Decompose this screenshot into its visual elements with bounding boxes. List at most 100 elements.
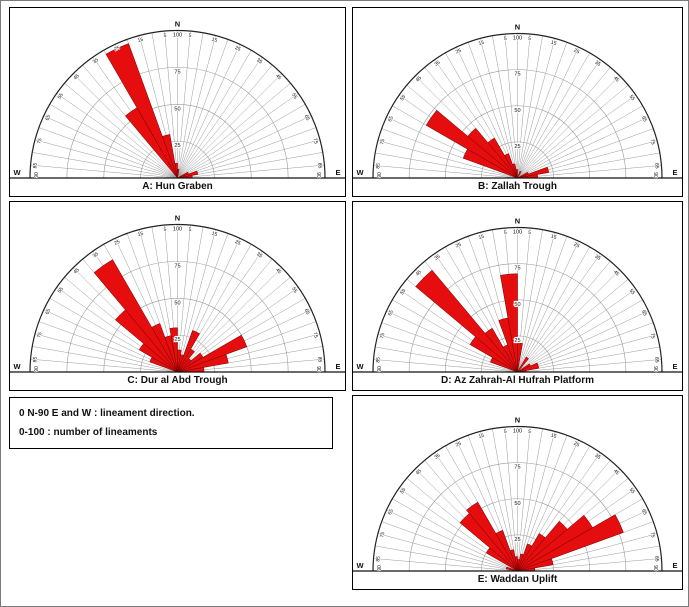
rose-panel-az-zahrah-al-hufrah: 5 5 15 15 25 25 35 35 45 45 55 55 65 65 75 75 85 85 90 90 25… bbox=[352, 201, 683, 391]
legend-box: 0 N-90 E and W : lineament direction. 0-… bbox=[9, 397, 333, 449]
svg-text:E: E bbox=[335, 362, 340, 371]
svg-text:65: 65 bbox=[44, 308, 52, 316]
svg-text:25: 25 bbox=[234, 45, 242, 53]
chart-title: D: Az Zahrah-Al Hufrah Platform bbox=[441, 375, 594, 386]
svg-text:75: 75 bbox=[649, 531, 656, 538]
svg-text:E: E bbox=[672, 362, 677, 371]
chart-title: C: Dur al Abd Trough bbox=[127, 375, 228, 386]
svg-text:N: N bbox=[515, 416, 520, 425]
svg-text:35: 35 bbox=[594, 254, 602, 262]
svg-text:N: N bbox=[515, 23, 520, 32]
svg-text:85: 85 bbox=[316, 163, 322, 169]
svg-text:90: 90 bbox=[315, 172, 321, 178]
svg-text:100: 100 bbox=[513, 429, 522, 435]
svg-text:25: 25 bbox=[573, 441, 581, 449]
svg-text:35: 35 bbox=[92, 57, 100, 65]
svg-text:25: 25 bbox=[514, 144, 520, 150]
rose-panel-zallah-trough: 5 5 15 15 25 25 35 35 45 45 55 55 65 65 75 75 85 85 90 90 25… bbox=[352, 7, 683, 197]
svg-text:E: E bbox=[672, 561, 677, 570]
svg-text:25: 25 bbox=[514, 537, 520, 543]
svg-text:25: 25 bbox=[455, 48, 463, 56]
svg-text:55: 55 bbox=[628, 487, 636, 495]
svg-text:35: 35 bbox=[255, 251, 263, 259]
svg-text:100: 100 bbox=[513, 36, 522, 42]
svg-text:45: 45 bbox=[612, 75, 620, 83]
svg-text:75: 75 bbox=[174, 263, 180, 269]
svg-text:55: 55 bbox=[399, 487, 407, 495]
svg-text:75: 75 bbox=[36, 137, 43, 144]
svg-text:85: 85 bbox=[32, 356, 38, 362]
svg-text:90: 90 bbox=[34, 366, 40, 372]
svg-text:25: 25 bbox=[514, 338, 520, 344]
svg-text:75: 75 bbox=[649, 332, 656, 339]
svg-text:25: 25 bbox=[455, 242, 463, 250]
svg-text:55: 55 bbox=[57, 286, 65, 294]
svg-text:75: 75 bbox=[379, 332, 386, 339]
svg-text:100: 100 bbox=[173, 227, 182, 233]
svg-text:55: 55 bbox=[57, 92, 65, 100]
svg-text:5: 5 bbox=[188, 227, 192, 233]
svg-text:75: 75 bbox=[379, 531, 386, 538]
svg-text:35: 35 bbox=[255, 57, 263, 65]
svg-text:65: 65 bbox=[640, 115, 648, 123]
svg-text:25: 25 bbox=[573, 48, 581, 56]
svg-text:55: 55 bbox=[290, 286, 298, 294]
svg-text:W: W bbox=[13, 168, 21, 177]
svg-text:5: 5 bbox=[163, 227, 167, 233]
svg-text:W: W bbox=[356, 561, 364, 570]
svg-text:35: 35 bbox=[594, 453, 602, 461]
svg-text:100: 100 bbox=[173, 33, 182, 39]
svg-text:N: N bbox=[175, 214, 180, 223]
svg-text:65: 65 bbox=[44, 114, 52, 122]
svg-text:65: 65 bbox=[640, 309, 648, 317]
svg-text:W: W bbox=[13, 362, 21, 371]
svg-text:55: 55 bbox=[399, 94, 407, 102]
svg-text:65: 65 bbox=[387, 309, 395, 317]
svg-text:55: 55 bbox=[628, 94, 636, 102]
svg-text:45: 45 bbox=[612, 269, 620, 277]
svg-text:25: 25 bbox=[455, 441, 463, 449]
svg-text:25: 25 bbox=[174, 143, 180, 149]
svg-text:85: 85 bbox=[653, 357, 659, 363]
svg-text:15: 15 bbox=[478, 40, 485, 47]
svg-text:75: 75 bbox=[514, 72, 520, 78]
svg-text:25: 25 bbox=[573, 242, 581, 250]
svg-text:25: 25 bbox=[113, 239, 121, 247]
svg-text:65: 65 bbox=[303, 114, 311, 122]
svg-text:E: E bbox=[335, 168, 340, 177]
svg-text:35: 35 bbox=[92, 251, 100, 259]
svg-text:5: 5 bbox=[504, 230, 508, 236]
svg-text:90: 90 bbox=[652, 172, 658, 178]
svg-text:15: 15 bbox=[550, 40, 557, 47]
svg-text:85: 85 bbox=[316, 357, 322, 363]
svg-text:5: 5 bbox=[528, 36, 532, 42]
svg-text:85: 85 bbox=[32, 162, 38, 168]
svg-text:50: 50 bbox=[514, 501, 520, 507]
svg-text:N: N bbox=[515, 217, 520, 226]
svg-text:E: E bbox=[672, 168, 677, 177]
svg-text:65: 65 bbox=[387, 115, 395, 123]
svg-text:85: 85 bbox=[375, 357, 381, 363]
svg-text:90: 90 bbox=[377, 172, 383, 178]
svg-text:15: 15 bbox=[211, 231, 218, 238]
svg-text:35: 35 bbox=[433, 453, 441, 461]
svg-text:25: 25 bbox=[174, 337, 180, 343]
svg-text:90: 90 bbox=[377, 565, 383, 571]
svg-text:45: 45 bbox=[415, 75, 423, 83]
legend-line-count: 0-100 : number of lineaments bbox=[19, 426, 158, 438]
svg-text:15: 15 bbox=[550, 234, 557, 241]
svg-text:15: 15 bbox=[137, 37, 144, 44]
svg-text:45: 45 bbox=[274, 267, 282, 275]
svg-text:35: 35 bbox=[594, 60, 602, 68]
rose-panel-hun-graben: 5 5 15 15 25 25 35 35 45 45 55 55 65 65 75 75 85 85 90 90 25… bbox=[9, 7, 346, 197]
svg-text:5: 5 bbox=[163, 33, 167, 39]
svg-text:W: W bbox=[356, 362, 364, 371]
svg-text:25: 25 bbox=[234, 239, 242, 247]
svg-text:50: 50 bbox=[514, 302, 520, 308]
svg-text:85: 85 bbox=[375, 556, 381, 562]
